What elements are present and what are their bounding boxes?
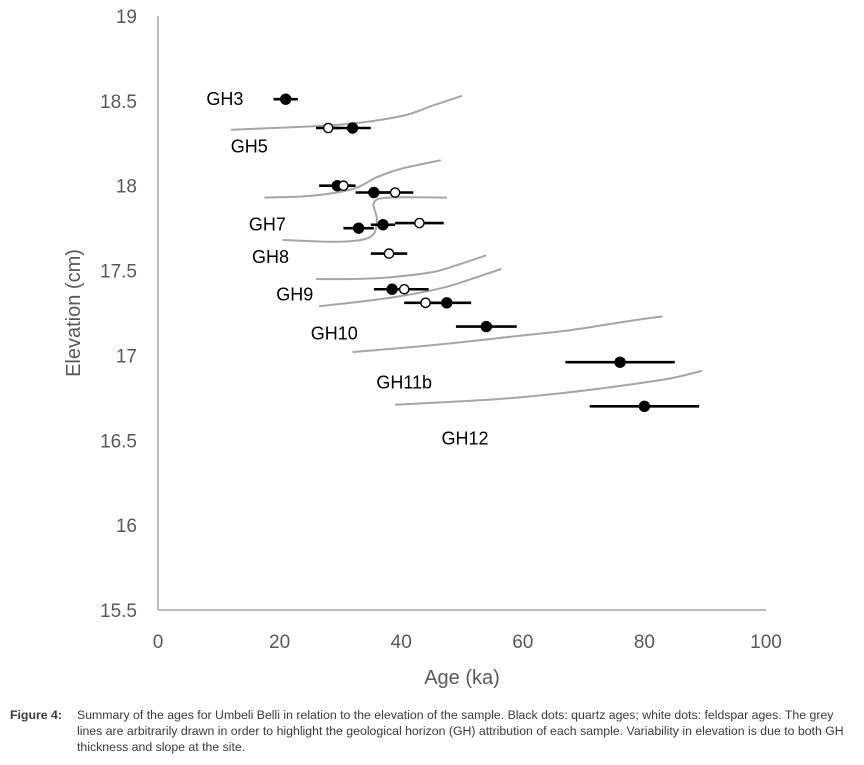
horizon-label: GH11b [376, 373, 432, 393]
axes [157, 16, 766, 611]
horizon-line [230, 94, 463, 131]
horizon-labels: GH3 GH5 GH7 GH8 GH9 GH10 GH11b GH12 [206, 89, 488, 448]
y-tick-label: 18 [116, 177, 137, 198]
x-tick-label: 80 [634, 632, 655, 653]
error-bars [273, 97, 700, 408]
horizon-label: GH12 [442, 429, 489, 449]
horizon-label: GH8 [252, 247, 289, 267]
quartz-age-point [377, 219, 389, 231]
horizon-line [319, 267, 502, 308]
horizon-line [282, 196, 447, 243]
feldspar-age-point [389, 187, 401, 198]
horizon-line [352, 315, 663, 354]
caption-label: Figure 4: [10, 708, 62, 722]
y-axis-title: Elevation (cm) [63, 249, 85, 377]
quartz-age-point [480, 320, 493, 333]
x-tick-label: 100 [750, 632, 782, 653]
y-tick-labels: 15.5 16 16.5 17 17.5 18 18.5 19 [100, 7, 137, 622]
y-tick-label: 17 [116, 346, 137, 367]
caption-text: Summary of the ages for Umbeli Belli in … [77, 708, 844, 754]
quartz-age-point [368, 186, 380, 199]
data-points [279, 93, 651, 413]
horizon-label: GH5 [231, 137, 268, 157]
horizon-line [264, 159, 441, 199]
x-tick-label: 20 [269, 632, 290, 653]
feldspar-age-point [338, 180, 349, 192]
y-tick-label: 16 [116, 516, 137, 537]
feldspar-age-point [322, 122, 334, 134]
quartz-age-point [638, 400, 651, 413]
feldspar-age-point [414, 217, 425, 229]
horizon-label: GH3 [206, 89, 243, 109]
horizon-line [316, 254, 487, 281]
quartz-age-point [279, 93, 292, 105]
horizon-label: GH7 [249, 215, 286, 235]
x-tick-label: 0 [153, 632, 164, 653]
quartz-age-point [614, 356, 626, 368]
horizon-label: GH9 [276, 284, 313, 304]
y-tick-label: 16.5 [100, 431, 137, 452]
feldspar-age-point [398, 283, 410, 295]
y-tick-label: 19 [116, 7, 137, 28]
y-tick-label: 15.5 [100, 601, 137, 622]
chart: 15.5 16 16.5 17 17.5 18 18.5 19 0 20 40 60 80 100 El… [63, 7, 782, 689]
quartz-age-point [386, 283, 398, 295]
quartz-age-point [441, 297, 453, 309]
x-axis-title: Age (ka) [424, 667, 500, 689]
y-tick-label: 17.5 [100, 262, 137, 283]
quartz-age-point [346, 122, 359, 134]
feldspar-age-point [383, 248, 395, 259]
horizon-line [395, 369, 703, 406]
horizon-lines [230, 94, 703, 406]
x-tick-label: 40 [391, 632, 412, 653]
quartz-age-point [352, 222, 365, 234]
horizon-label: GH10 [311, 323, 358, 343]
x-tick-label: 60 [512, 632, 533, 653]
y-tick-label: 18.5 [100, 92, 137, 113]
figure-caption: Figure 4: Summary of the ages for Umbeli… [10, 707, 850, 755]
feldspar-age-point [420, 297, 431, 309]
x-tick-labels: 0 20 40 60 80 100 [153, 632, 782, 653]
